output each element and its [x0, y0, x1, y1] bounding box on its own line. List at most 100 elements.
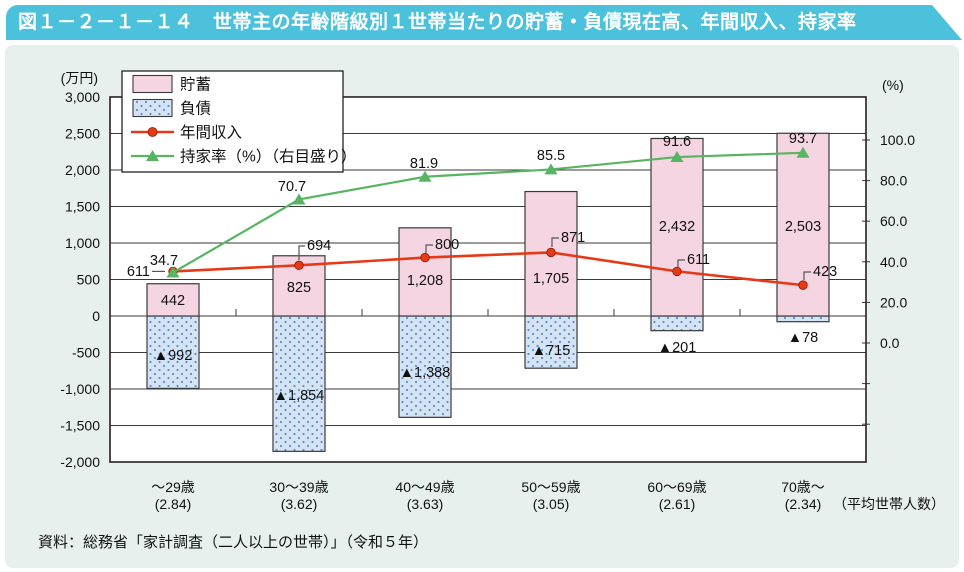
left-axis-unit: (万円) [61, 70, 98, 86]
savings-value-label: 1,208 [407, 273, 443, 289]
savings-bar [146, 283, 200, 317]
debt-bar [272, 315, 326, 452]
legend-label: 年間収入 [180, 124, 242, 142]
ownership-marker [418, 170, 432, 182]
income-marker [672, 266, 682, 277]
bars [146, 132, 830, 452]
debt-value-label: ▲78 [788, 330, 818, 346]
legend-debt-swatch [132, 98, 173, 118]
category-size-label: (2.61) [659, 496, 696, 512]
savings-value-label: 2,432 [659, 219, 695, 235]
category-age-label: 60～69歳 [647, 479, 706, 495]
left-axis-tick-label: -1,000 [60, 381, 100, 397]
legend-label: 貯蓄 [180, 76, 211, 94]
ownership-value-label: 70.7 [278, 179, 306, 195]
income-value-label: 694 [307, 238, 331, 254]
category-size-label: (2.84) [155, 496, 192, 512]
figure-title: 図１－２－１－１４ 世帯主の年齢階級別１世帯当たりの貯蓄・負債現在高、年間収入、… [18, 12, 857, 33]
category-size-label: (3.63) [407, 496, 444, 512]
debt-value-label: ▲201 [658, 340, 697, 356]
income-value-label: 871 [561, 230, 585, 246]
category-size-label: (2.34) [785, 496, 822, 512]
left-axis-tick-label: 0 [92, 308, 100, 324]
category-age-label: ～29歳 [151, 479, 195, 495]
category-age-label: 70歳～ [781, 479, 825, 495]
right-axis-labels: (%) 100.0 80.0 60.0 40.0 20.0 0.0 [880, 77, 915, 351]
chart-canvas: 442 825 1,208 1,705 2,432 2,503 ▲992 ▲1,854 ▲1,3… [60, 70, 945, 512]
bar-value-labels: 442 825 1,208 1,705 2,432 2,503 ▲992 ▲1,854 ▲1,3… [154, 219, 821, 404]
debt-value-label: ▲1,388 [400, 365, 451, 381]
left-axis-tick-label: 1,000 [65, 235, 100, 251]
income-value-label: 611 [127, 264, 150, 280]
income-labels: 611 694 800 871 611 423 [127, 230, 837, 280]
ownership-marker [796, 146, 810, 158]
ownership-value-label: 93.7 [789, 131, 817, 147]
category-age-label: 40～49歳 [395, 479, 454, 495]
right-axis-tick-label: 20.0 [880, 294, 907, 310]
category-note: （平均世帯人数） [833, 496, 945, 512]
legend-savings-swatch [132, 74, 173, 94]
left-axis-tick-label: -2,000 [60, 454, 100, 470]
right-axis-unit: (%) [882, 77, 904, 93]
ownership-labels: 34.7 70.7 81.9 85.5 91.6 93.7 [150, 131, 817, 269]
income-marker [798, 280, 808, 290]
category-labels: ～29歳(2.84) 30～39歳(3.62) 40～49歳(3.63) 50～59歳… [151, 479, 945, 512]
left-axis-tick-label: 2,500 [65, 126, 100, 142]
debt-bar [650, 315, 704, 332]
ownership-line-series [166, 146, 810, 278]
ownership-value-label: 34.7 [150, 253, 178, 269]
legend-label: 負債 [180, 100, 211, 118]
income-value-label: 611 [687, 252, 710, 268]
category-size-label: (3.05) [533, 496, 570, 512]
right-axis-tick-label: 100.0 [880, 132, 915, 148]
left-axis-tick-label: 500 [77, 272, 101, 288]
left-axis-tick-label: -500 [72, 345, 100, 361]
savings-value-label: 825 [287, 280, 311, 296]
savings-value-label: 442 [161, 293, 185, 309]
savings-value-label: 1,705 [533, 271, 569, 287]
category-age-label: 50～59歳 [521, 479, 580, 495]
debt-value-label: ▲992 [154, 348, 193, 364]
plot-frame [109, 96, 867, 463]
left-axis-labels: (万円) 3,000 2,500 2,000 1,500 1,000 500 0 -500 -1,… [60, 70, 100, 470]
title-banner: 図１－２－１－１４ 世帯主の年齢階級別１世帯当たりの貯蓄・負債現在高、年間収入、… [6, 5, 962, 40]
legend-label: 持家率（%）（右目盛り） [180, 148, 357, 166]
income-marker [546, 247, 556, 258]
income-marker [420, 252, 430, 263]
source-note: 資料：総務省「家計調査（二人以上の世帯）」（令和５年） [38, 535, 429, 551]
income-line-series [168, 247, 808, 290]
legend-income-marker [147, 127, 158, 137]
ownership-marker [166, 266, 180, 278]
left-axis-tick-label: 2,000 [65, 162, 100, 178]
category-ticks [235, 309, 741, 316]
category-size-label: (3.62) [281, 496, 318, 512]
debt-bar [398, 315, 452, 418]
chart-area: 442 825 1,208 1,705 2,432 2,503 ▲992 ▲1,854 ▲1,3… [0, 60, 964, 530]
ownership-value-label: 81.9 [410, 156, 438, 172]
income-value-label: 800 [435, 237, 459, 253]
debt-value-label: ▲715 [532, 343, 571, 359]
category-age-label: 30～39歳 [269, 479, 328, 495]
left-axis-tick-label: 3,000 [65, 89, 100, 105]
right-axis-tick-label: 0.0 [880, 335, 900, 351]
ownership-marker [544, 163, 558, 175]
income-marker [294, 260, 304, 271]
debt-bar [524, 315, 578, 369]
ownership-marker [292, 193, 306, 205]
legend-ownership-marker [146, 150, 159, 161]
left-axis-tick-label: -1,500 [60, 418, 100, 434]
left-axis-tick-label: 1,500 [65, 199, 100, 215]
debt-value-label: ▲1,854 [274, 388, 325, 404]
right-axis-tick-label: 60.0 [880, 213, 907, 229]
right-axis-tick-label: 40.0 [880, 254, 907, 270]
ownership-value-label: 85.5 [537, 148, 565, 164]
debt-bar [776, 315, 830, 323]
ownership-value-label: 91.6 [663, 134, 691, 150]
ownership-marker [670, 151, 684, 163]
savings-bar [650, 137, 704, 317]
debt-bar [146, 315, 200, 390]
savings-bar [398, 227, 452, 317]
savings-value-label: 2,503 [785, 219, 821, 235]
